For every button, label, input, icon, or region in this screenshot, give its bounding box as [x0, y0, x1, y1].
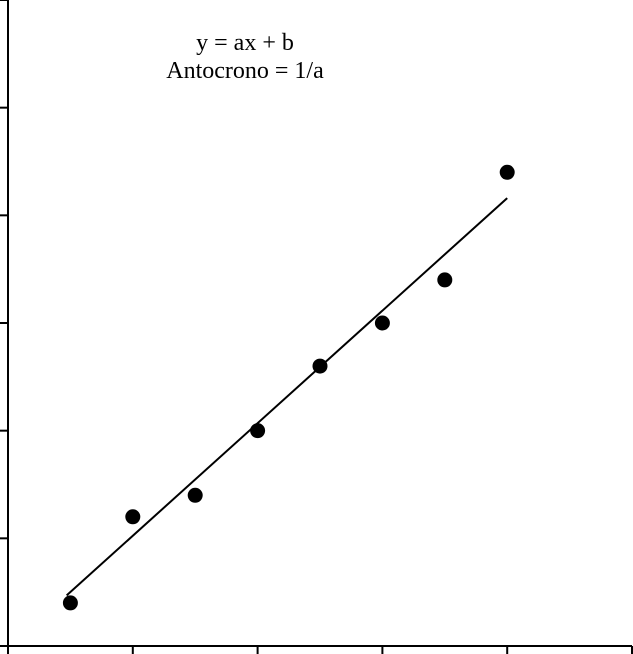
annotation: Antocrono = 1/a	[166, 58, 324, 84]
point	[499, 164, 515, 180]
point	[374, 315, 390, 331]
point	[125, 509, 141, 525]
point	[187, 487, 203, 503]
point	[250, 423, 266, 439]
point	[312, 358, 328, 374]
trend-line	[65, 197, 508, 597]
point	[62, 595, 78, 611]
point	[437, 272, 453, 288]
annotation: y = ax + b	[196, 30, 294, 56]
